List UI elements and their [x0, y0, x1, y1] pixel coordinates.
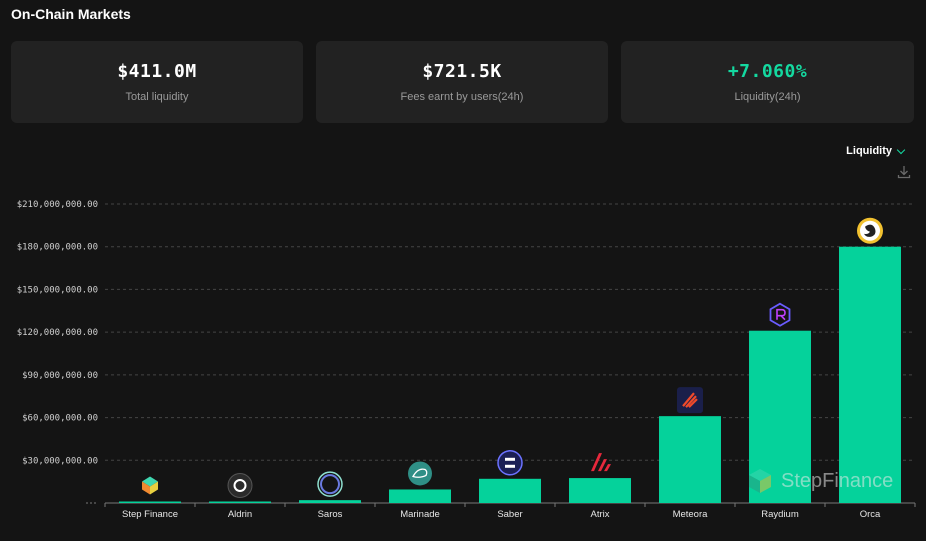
icon-part	[677, 387, 703, 414]
atrix-logo-icon	[591, 453, 611, 472]
y-tick-label: $210,000,000.00	[17, 200, 98, 210]
icon-part	[233, 479, 247, 492]
step-finance-watermark-icon	[749, 469, 771, 493]
icon-part	[497, 450, 523, 476]
icon-part	[142, 481, 150, 495]
icon-part	[682, 392, 698, 408]
y-tick-label: $90,000,000.00	[22, 371, 98, 381]
bar-step-finance	[119, 501, 181, 503]
y-tick-label: $120,000,000.00	[17, 328, 98, 338]
stat-label-total-liquidity: Total liquidity	[125, 91, 189, 103]
stat-card-fees: $721.5K Fees earnt by users(24h)	[316, 41, 608, 123]
stat-label-liquidity-change: Liquidity(24h)	[734, 91, 801, 103]
icon-part	[412, 468, 428, 478]
stat-card-total-liquidity: $411.0M Total liquidity	[11, 41, 303, 123]
marinade-logo-icon	[408, 461, 432, 486]
icon-part	[505, 457, 515, 461]
x-tick-label: Saber	[497, 509, 522, 520]
x-tick-label: Raydium	[761, 509, 799, 520]
aldrin-logo-icon	[227, 473, 253, 498]
bar-aldrin	[209, 501, 271, 503]
metric-dropdown[interactable]: Liquidity	[846, 145, 906, 157]
bar-saros	[299, 500, 361, 503]
stat-value-total-liquidity: $411.0M	[117, 61, 197, 82]
x-tick-label: Saros	[318, 509, 343, 520]
stat-value-liquidity-change: +7.060%	[727, 61, 808, 82]
bar-meteora	[659, 416, 721, 503]
x-tick-label: Aldrin	[228, 509, 252, 520]
orca-logo-icon	[857, 217, 883, 244]
icon-part	[320, 474, 340, 495]
stat-card-liquidity-change: +7.060% Liquidity(24h)	[621, 41, 914, 123]
watermark-text: StepFinance	[781, 469, 894, 492]
x-tick-label: Atrix	[591, 509, 610, 520]
stat-label-fees: Fees earnt by users(24h)	[400, 91, 524, 103]
x-tick-label: Meteora	[673, 509, 709, 520]
bar-saber	[479, 478, 541, 503]
icon-part	[227, 473, 253, 498]
step-finance-logo-icon	[142, 476, 158, 495]
icon-part	[864, 224, 876, 237]
icon-part	[317, 471, 343, 497]
icon-part	[769, 302, 791, 327]
bar-atrix	[569, 478, 631, 503]
x-tick-label: Marinade	[400, 509, 440, 520]
x-tick-label: Step Finance	[122, 509, 178, 520]
y-tick-label: $150,000,000.00	[17, 285, 98, 295]
raydium-logo-icon	[769, 302, 791, 327]
page-title: On-Chain Markets	[11, 6, 131, 22]
icon-part	[150, 481, 158, 495]
watermark: StepFinance	[745, 466, 893, 496]
y-tick-label: $60,000,000.00	[22, 414, 98, 424]
icon-part	[408, 461, 432, 486]
stat-value-fees: $721.5K	[422, 61, 502, 82]
icon-part	[776, 308, 786, 321]
download-icon[interactable]	[896, 164, 912, 180]
metric-dropdown-label: Liquidity	[846, 145, 892, 157]
x-tick-label: Orca	[860, 509, 881, 520]
saber-logo-icon	[497, 450, 523, 476]
icon-part	[505, 464, 515, 468]
y-tick-label: $30,000,000.00	[22, 456, 98, 466]
bar-marinade	[389, 489, 451, 503]
icon-part	[591, 453, 611, 472]
bar-orca	[839, 246, 901, 503]
y-tick-label: $180,000,000.00	[17, 243, 98, 253]
saros-logo-icon	[317, 471, 343, 497]
meteora-logo-icon	[677, 387, 703, 414]
